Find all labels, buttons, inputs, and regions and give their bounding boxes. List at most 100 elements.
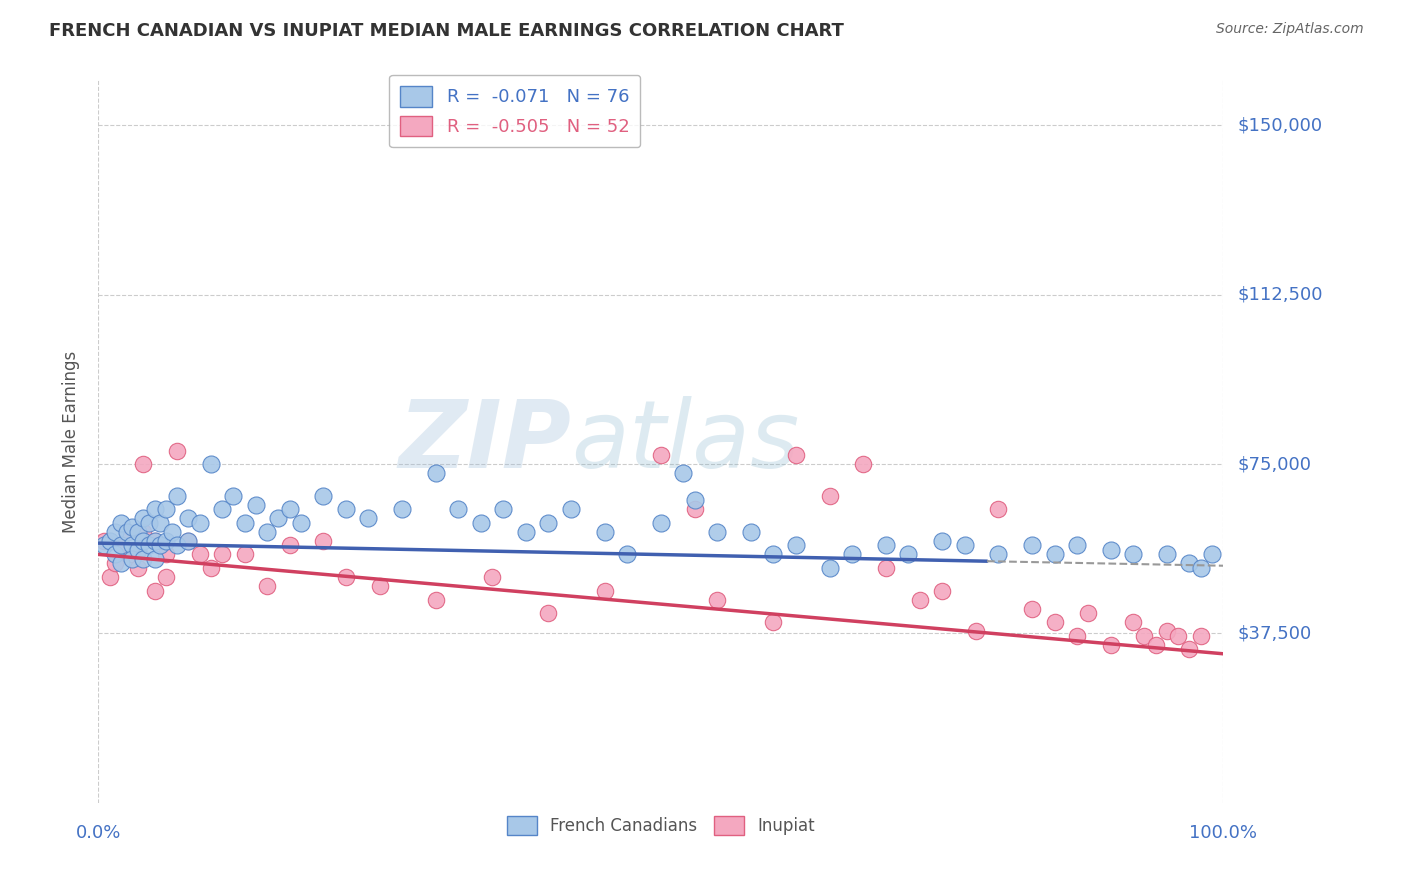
Point [852, 457, 875, 471]
Point [177, 533, 200, 548]
Point [98, 570, 121, 584]
Point [233, 516, 256, 530]
Point [1099, 638, 1122, 652]
Point [188, 516, 211, 530]
Point [211, 548, 233, 562]
Point [200, 561, 222, 575]
Point [762, 615, 785, 630]
Point [149, 538, 172, 552]
Point [166, 489, 188, 503]
Point [841, 548, 863, 562]
Point [560, 502, 582, 516]
Point [1021, 538, 1043, 552]
Point [132, 511, 155, 525]
Point [650, 448, 672, 462]
Point [1077, 606, 1099, 620]
Point [166, 443, 188, 458]
Point [875, 561, 897, 575]
Point [1066, 538, 1088, 552]
Point [132, 552, 155, 566]
Point [132, 524, 155, 539]
Point [110, 557, 132, 571]
Text: 100.0%: 100.0% [1189, 823, 1257, 841]
Point [290, 516, 312, 530]
Point [368, 579, 391, 593]
Point [447, 502, 470, 516]
Point [1178, 557, 1201, 571]
Point [138, 516, 160, 530]
Point [245, 498, 267, 512]
Point [683, 493, 706, 508]
Point [115, 524, 138, 539]
Point [593, 524, 616, 539]
Point [98, 533, 121, 548]
Text: $37,500: $37,500 [1237, 624, 1312, 642]
Point [110, 516, 132, 530]
Point [143, 502, 166, 516]
Point [931, 533, 953, 548]
Point [1099, 542, 1122, 557]
Point [155, 502, 177, 516]
Point [425, 592, 447, 607]
Point [278, 502, 301, 516]
Point [127, 561, 149, 575]
Point [425, 466, 447, 480]
Point [132, 457, 155, 471]
Point [1189, 561, 1212, 575]
Point [1178, 642, 1201, 657]
Point [1133, 629, 1156, 643]
Point [121, 520, 143, 534]
Point [166, 538, 188, 552]
Point [1043, 548, 1066, 562]
Point [537, 516, 560, 530]
Point [93, 538, 115, 552]
Point [121, 538, 143, 552]
Point [155, 548, 177, 562]
Point [1156, 624, 1178, 639]
Point [785, 448, 807, 462]
Point [188, 548, 211, 562]
Point [762, 548, 785, 562]
Text: $112,500: $112,500 [1237, 285, 1323, 304]
Point [160, 524, 183, 539]
Point [278, 538, 301, 552]
Point [931, 583, 953, 598]
Point [515, 524, 537, 539]
Point [875, 538, 897, 552]
Point [740, 524, 762, 539]
Point [121, 552, 143, 566]
Point [335, 570, 357, 584]
Point [138, 538, 160, 552]
Point [312, 489, 335, 503]
Point [965, 624, 987, 639]
Point [132, 533, 155, 548]
Point [121, 548, 143, 562]
Point [127, 524, 149, 539]
Point [785, 538, 807, 552]
Point [537, 606, 560, 620]
Point [593, 583, 616, 598]
Point [104, 524, 127, 539]
Point [149, 516, 172, 530]
Point [897, 548, 920, 562]
Point [143, 533, 166, 548]
Point [115, 524, 138, 539]
Point [1167, 629, 1189, 643]
Point [391, 502, 413, 516]
Point [481, 570, 503, 584]
Point [818, 489, 841, 503]
Point [110, 538, 132, 552]
Point [143, 533, 166, 548]
Point [233, 548, 256, 562]
Point [267, 511, 290, 525]
Point [1144, 638, 1167, 652]
Point [155, 570, 177, 584]
Point [672, 466, 695, 480]
Point [177, 511, 200, 525]
Point [706, 524, 728, 539]
Text: Source: ZipAtlas.com: Source: ZipAtlas.com [1216, 22, 1364, 37]
Point [143, 552, 166, 566]
Point [683, 502, 706, 516]
Point [953, 538, 976, 552]
Point [200, 457, 222, 471]
